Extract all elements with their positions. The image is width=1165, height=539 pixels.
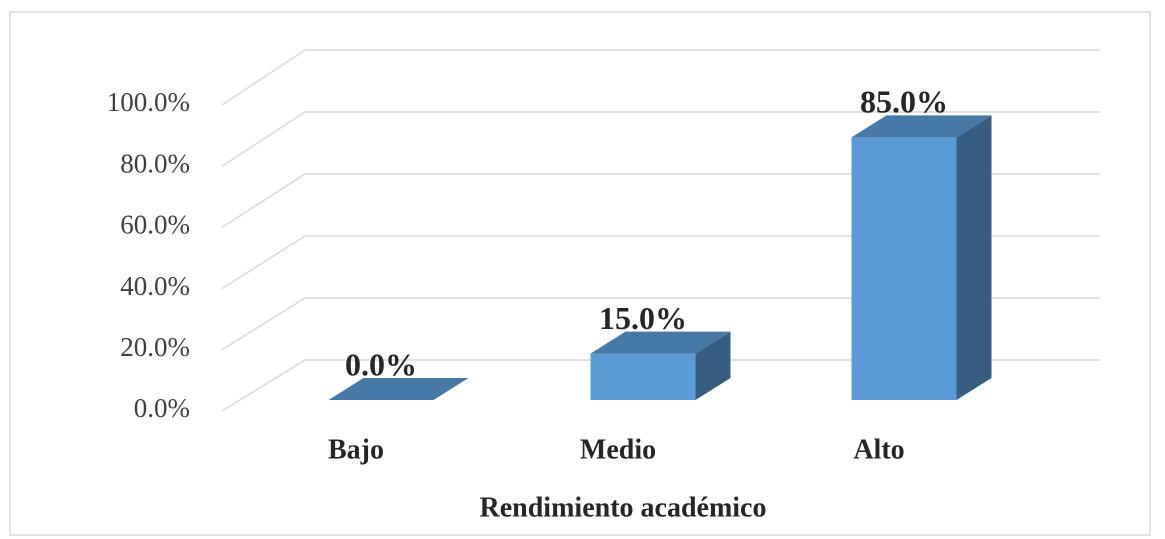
x-tick-label: Bajo xyxy=(328,434,384,465)
x-axis-title: Rendimiento académico xyxy=(480,492,767,523)
data-label: 0.0% xyxy=(345,346,417,382)
bar xyxy=(590,331,731,400)
grid-line xyxy=(221,111,1100,167)
grid-line xyxy=(221,173,1100,229)
x-tick-label: Alto xyxy=(853,434,904,465)
data-label: 15.0% xyxy=(599,300,687,336)
bar xyxy=(851,115,992,400)
grid-line xyxy=(221,49,1100,106)
y-tick-label: 80.0% xyxy=(120,148,190,178)
bar-front xyxy=(851,137,957,400)
y-tick-label: 100.0% xyxy=(107,87,190,117)
bar-side xyxy=(956,115,992,400)
bar-front xyxy=(590,353,696,400)
grid-line xyxy=(221,297,1100,351)
bar-top xyxy=(590,331,731,354)
y-tick-label: 20.0% xyxy=(120,332,190,362)
y-tick-label: 40.0% xyxy=(120,271,190,301)
y-tick-label: 60.0% xyxy=(120,210,190,240)
bar-top xyxy=(851,115,992,138)
x-tick-label: Medio xyxy=(580,434,656,465)
bar-side xyxy=(695,331,731,400)
data-label: 85.0% xyxy=(860,84,948,120)
chart-border xyxy=(9,11,1151,536)
y-tick-label: 0.0% xyxy=(134,393,190,423)
bar xyxy=(328,378,469,400)
bar-top xyxy=(328,378,469,400)
grid-line xyxy=(221,359,1100,412)
grid-line xyxy=(221,235,1100,290)
